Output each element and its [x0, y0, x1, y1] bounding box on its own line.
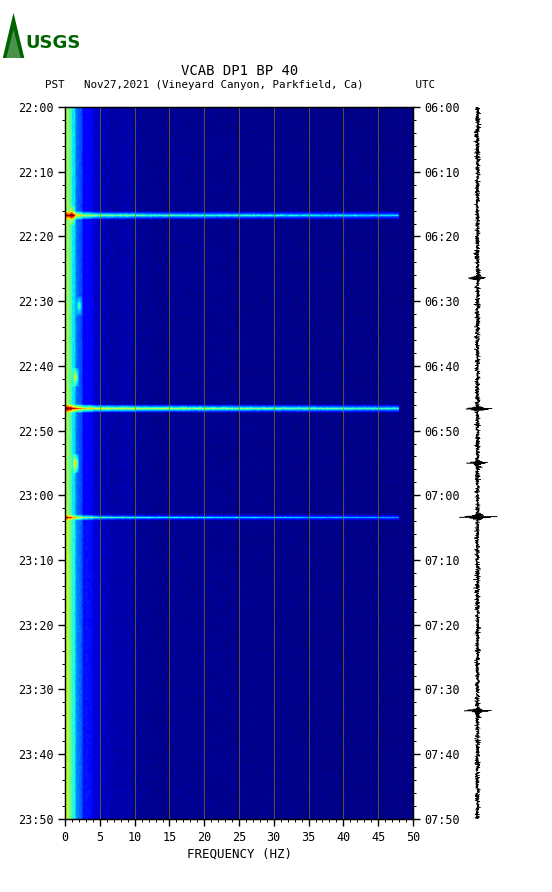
- Text: VCAB DP1 BP 40: VCAB DP1 BP 40: [182, 64, 299, 78]
- Text: PST   Nov27,2021 (Vineyard Canyon, Parkfield, Ca)        UTC: PST Nov27,2021 (Vineyard Canyon, Parkfie…: [45, 80, 435, 90]
- Text: USGS: USGS: [26, 34, 81, 52]
- X-axis label: FREQUENCY (HZ): FREQUENCY (HZ): [187, 847, 291, 861]
- Polygon shape: [7, 29, 21, 58]
- Polygon shape: [3, 12, 24, 58]
